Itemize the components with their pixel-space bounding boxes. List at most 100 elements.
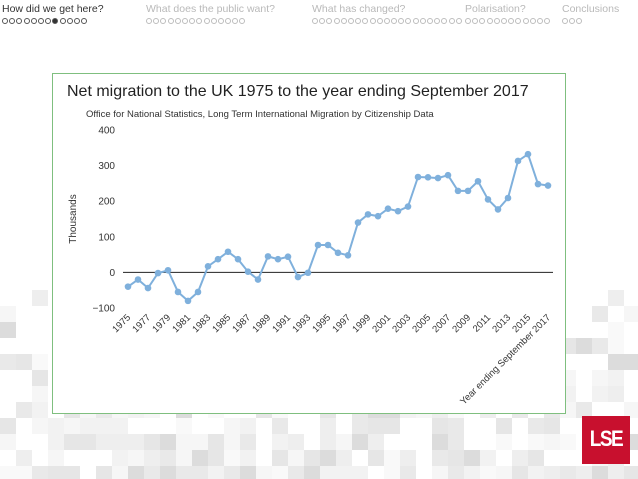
data-point	[224, 248, 232, 256]
nav-dot[interactable]	[369, 18, 376, 24]
nav-dot[interactable]	[239, 18, 246, 24]
data-point	[364, 211, 372, 218]
mosaic-tile	[432, 466, 448, 479]
nav-dot[interactable]	[362, 18, 369, 24]
nav-dot[interactable]	[522, 18, 529, 24]
data-point	[344, 252, 352, 259]
nav-dot[interactable]	[340, 18, 347, 24]
nav-dot-current[interactable]	[52, 18, 59, 24]
data-point	[444, 171, 452, 179]
nav-dot[interactable]	[181, 18, 188, 24]
nav-dot[interactable]	[174, 18, 181, 24]
nav-dot[interactable]	[196, 18, 203, 24]
nav-dot[interactable]	[16, 18, 23, 24]
nav-dot[interactable]	[59, 18, 66, 24]
data-point	[164, 266, 172, 274]
nav-dot[interactable]	[333, 18, 340, 24]
nav-dot[interactable]	[153, 18, 160, 24]
mosaic-tile	[368, 418, 384, 434]
nav-dot[interactable]	[232, 18, 239, 24]
mosaic-tile	[32, 386, 48, 402]
nav-dot[interactable]	[319, 18, 326, 24]
nav-dot[interactable]	[576, 18, 583, 24]
data-point	[524, 150, 532, 158]
y-tick-label: −100	[92, 304, 115, 315]
nav-dot[interactable]	[569, 18, 576, 24]
nav-dot[interactable]	[189, 18, 196, 24]
nav-dot[interactable]	[347, 18, 354, 24]
mosaic-tile	[0, 354, 16, 370]
nav-dot[interactable]	[326, 18, 333, 24]
nav-dot[interactable]	[479, 18, 486, 24]
mosaic-tile	[224, 450, 240, 466]
nav-dot[interactable]	[508, 18, 515, 24]
nav-dot[interactable]	[2, 18, 8, 24]
nav-dot[interactable]	[486, 18, 493, 24]
nav-section-what-does-the-public-want[interactable]: What does the public want?	[146, 3, 275, 25]
nav-dot[interactable]	[391, 18, 398, 24]
nav-dot[interactable]	[81, 18, 88, 24]
nav-section-how-did-we-get-here[interactable]: How did we get here?	[2, 3, 104, 25]
nav-dot[interactable]	[448, 18, 455, 24]
nav-dot[interactable]	[536, 18, 543, 24]
nav-dot[interactable]	[30, 18, 37, 24]
mosaic-tile	[608, 290, 624, 306]
mosaic-tile	[208, 434, 224, 450]
nav-section-polarisation[interactable]: Polarisation?	[465, 3, 551, 25]
nav-dot[interactable]	[493, 18, 500, 24]
nav-dot[interactable]	[562, 18, 568, 24]
nav-dot[interactable]	[434, 18, 441, 24]
nav-dot[interactable]	[441, 18, 448, 24]
data-point	[304, 269, 312, 277]
data-point	[214, 255, 222, 263]
mosaic-tile	[32, 418, 48, 434]
mosaic-tile	[96, 466, 112, 479]
nav-dot[interactable]	[405, 18, 412, 24]
nav-dot[interactable]	[472, 18, 479, 24]
mosaic-tile	[320, 434, 336, 450]
data-point	[474, 177, 482, 185]
nav-dot[interactable]	[455, 18, 462, 24]
nav-dot[interactable]	[355, 18, 362, 24]
nav-dot[interactable]	[210, 18, 217, 24]
nav-dot[interactable]	[9, 18, 16, 24]
nav-dot[interactable]	[217, 18, 224, 24]
mosaic-tile	[320, 466, 336, 479]
nav-dot[interactable]	[66, 18, 73, 24]
nav-dot[interactable]	[45, 18, 52, 24]
nav-dot[interactable]	[515, 18, 522, 24]
x-tick-label: 2009	[450, 312, 473, 335]
nav-dot[interactable]	[465, 18, 471, 24]
nav-dot[interactable]	[203, 18, 210, 24]
mosaic-tile	[208, 450, 224, 466]
nav-dot[interactable]	[544, 18, 551, 24]
nav-dot[interactable]	[167, 18, 174, 24]
nav-dot[interactable]	[73, 18, 80, 24]
nav-dot[interactable]	[383, 18, 390, 24]
nav-section-conclusions[interactable]: Conclusions	[562, 3, 619, 25]
nav-dot[interactable]	[225, 18, 232, 24]
nav-dot[interactable]	[500, 18, 507, 24]
nav-dot[interactable]	[146, 18, 152, 24]
nav-dot[interactable]	[412, 18, 419, 24]
x-tick-label: 1979	[150, 312, 173, 335]
y-tick-label: 100	[98, 232, 115, 243]
nav-dot[interactable]	[427, 18, 433, 24]
nav-section-what-has-changed[interactable]: What has changed?	[312, 3, 462, 25]
mosaic-tile	[464, 466, 480, 479]
nav-dot[interactable]	[160, 18, 167, 24]
nav-dot[interactable]	[376, 18, 383, 24]
x-tick-label: 1985	[210, 312, 233, 335]
mosaic-tile	[0, 434, 16, 450]
nav-dot[interactable]	[37, 18, 44, 24]
nav-dot[interactable]	[312, 18, 318, 24]
mosaic-tile	[288, 466, 304, 479]
mosaic-tile	[144, 434, 160, 450]
mosaic-tile	[240, 434, 256, 450]
nav-dot[interactable]	[398, 18, 405, 24]
nav-dot[interactable]	[23, 18, 30, 24]
nav-dot[interactable]	[419, 18, 426, 24]
nav-dot[interactable]	[529, 18, 536, 24]
mosaic-tile	[448, 466, 464, 479]
mosaic-tile	[528, 450, 544, 466]
